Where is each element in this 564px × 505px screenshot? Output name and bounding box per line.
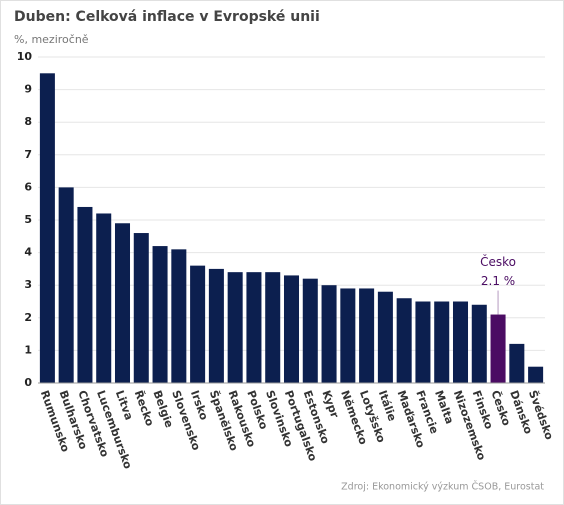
bar: [490, 314, 506, 383]
bar: [283, 275, 300, 383]
source: Zdroj: Ekonomický výzkum ČSOB, Eurostat: [341, 481, 544, 493]
y-tick-label: 1: [24, 343, 32, 356]
bar: [509, 343, 525, 383]
bar: [190, 265, 206, 383]
y-tick-label: 5: [24, 213, 32, 226]
chart-title: Duben: Celková inflace v Evropské unii: [14, 9, 320, 25]
bar: [246, 272, 262, 383]
bar: [340, 288, 356, 383]
bar: [377, 291, 393, 383]
annotation-label: 2.1 %: [481, 274, 515, 288]
bar: [471, 304, 487, 383]
bar: [39, 73, 55, 384]
bar: [58, 187, 74, 383]
y-tick-label: 7: [24, 148, 32, 161]
y-tick-label: 8: [24, 115, 32, 128]
bar: [434, 301, 450, 383]
y-tick-label: 4: [24, 246, 32, 259]
bar: [302, 278, 318, 383]
y-tick-label: 0: [24, 376, 32, 389]
bar: [171, 249, 187, 383]
annotation-title: Česko: [480, 254, 516, 269]
bar: [265, 272, 281, 383]
bar: [321, 285, 337, 383]
bar: [114, 223, 131, 383]
bar: [359, 288, 375, 383]
y-tick-label: 6: [24, 180, 32, 193]
bar: [208, 268, 224, 383]
bar: [452, 301, 469, 383]
bar: [396, 298, 412, 383]
bar: [96, 213, 112, 383]
bar: [152, 246, 168, 383]
bar: [77, 206, 93, 383]
y-tick-label: 9: [24, 83, 32, 96]
y-tick-label: 3: [24, 278, 32, 291]
bar: [133, 233, 149, 383]
y-tick-label: 10: [17, 50, 33, 63]
bar: [415, 301, 431, 383]
bar: [227, 272, 243, 383]
y-tick-label: 2: [24, 311, 32, 324]
chart-subtitle: %, meziročně: [14, 33, 89, 46]
bar: [528, 366, 544, 383]
